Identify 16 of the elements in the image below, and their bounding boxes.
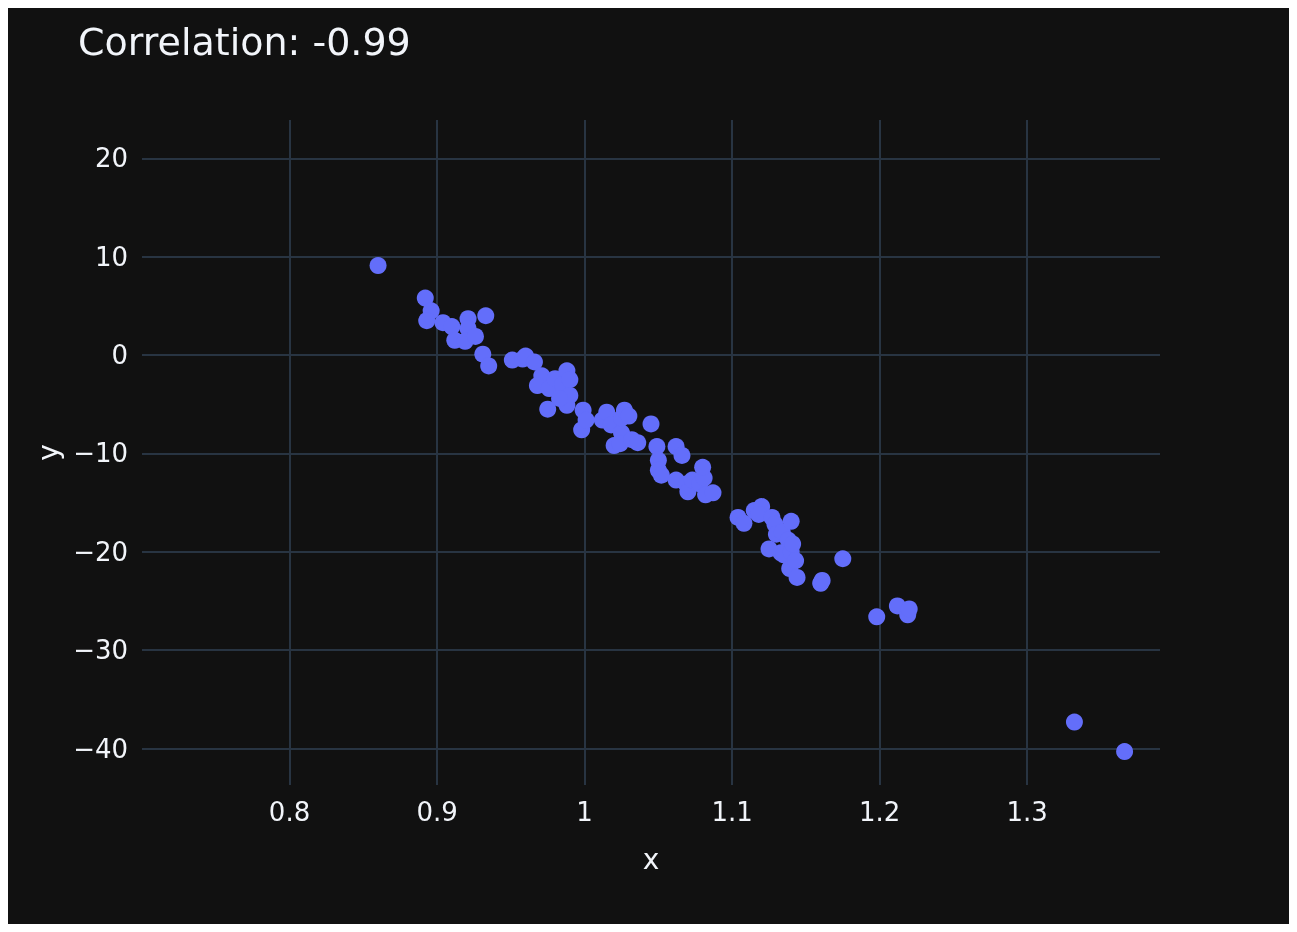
y-tick-label: −10 <box>73 438 128 469</box>
x-tick-label: 0.8 <box>268 797 311 827</box>
y-tick-label: −20 <box>73 536 128 567</box>
y-tick-label: −30 <box>73 635 128 666</box>
x-tick-label: 1 <box>576 797 593 827</box>
y-tick-label: −40 <box>73 733 128 764</box>
y-tick-label: 10 <box>94 241 128 272</box>
x-tick-label: 0.9 <box>416 797 458 827</box>
x-tick-label: 1.2 <box>859 797 901 827</box>
x-tick-label: 1.3 <box>1006 797 1048 827</box>
y-axis-title: y <box>31 444 65 461</box>
y-tick-label: 0 <box>111 340 128 371</box>
y-tick-label: 20 <box>94 143 128 174</box>
x-axis-title: x <box>642 842 660 876</box>
x-tick-label: 1.1 <box>711 797 753 827</box>
chart-title: Correlation: -0.99 <box>78 20 411 64</box>
